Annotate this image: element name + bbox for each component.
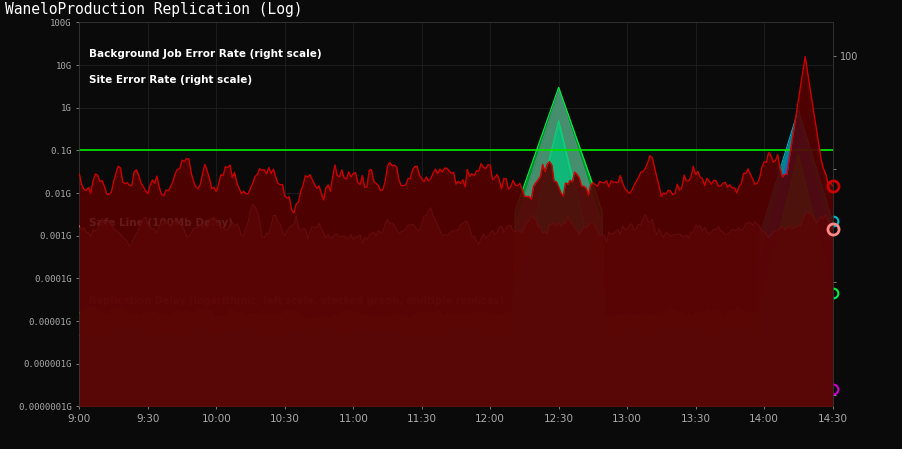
Text: Site Error Rate (right scale): Site Error Rate (right scale) [88, 75, 252, 85]
Text: Replication Delay (logarithmic, left scale, stacked graph, multiple replicas): Replication Delay (logarithmic, left sca… [88, 296, 503, 306]
Text: WaneloProduction Replication (Log): WaneloProduction Replication (Log) [5, 2, 302, 17]
Text: Safe Line (100Mb Delay): Safe Line (100Mb Delay) [88, 218, 233, 228]
Text: Background Job Error Rate (right scale): Background Job Error Rate (right scale) [88, 49, 321, 59]
